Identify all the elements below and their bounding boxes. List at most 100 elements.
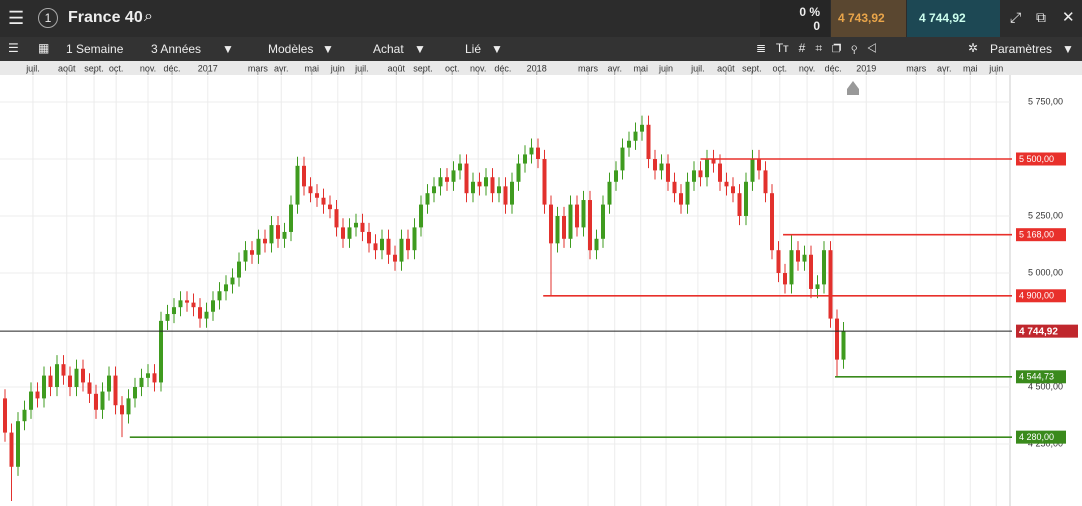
- candle-body: [510, 181, 514, 205]
- candle-body: [653, 158, 657, 171]
- candle-body: [432, 186, 436, 194]
- candle-body: [159, 320, 163, 383]
- candle-body: [575, 204, 579, 228]
- info-icon[interactable]: 1: [38, 8, 58, 28]
- templates-arrow[interactable]: ▼: [322, 42, 334, 56]
- x-tick-label: nov.: [799, 63, 815, 73]
- candle-body: [549, 204, 553, 244]
- candle-body: [750, 158, 755, 182]
- candle-body: [776, 250, 781, 273]
- settings[interactable]: Paramètres: [990, 42, 1053, 56]
- candle-body: [406, 238, 410, 251]
- candle-body: [458, 163, 462, 171]
- x-tick-label: nov.: [140, 63, 156, 73]
- link[interactable]: Lié: [465, 42, 482, 56]
- candle-body: [360, 222, 365, 232]
- tool-icons[interactable]: ≣ Tт # ⌗ ❐ ⚲ ◁: [756, 41, 877, 55]
- x-tick-label: avr.: [937, 63, 952, 73]
- candle-body: [328, 204, 332, 210]
- level-label: 5 500,00: [1019, 154, 1054, 164]
- link-arrow[interactable]: ▼: [491, 42, 503, 56]
- candle-body: [757, 158, 761, 171]
- interval[interactable]: 1 Semaine: [66, 42, 124, 56]
- change-box: 0 % 0: [760, 0, 830, 37]
- y-tick-label: 5 750,00: [1028, 96, 1063, 106]
- x-tick-label: sept.: [413, 63, 433, 73]
- candle-body: [178, 300, 183, 308]
- candle-body: [100, 391, 105, 410]
- x-tick-label: mai: [633, 63, 648, 73]
- candle-body: [250, 250, 254, 255]
- candle-body: [55, 364, 59, 387]
- popout-icon[interactable]: ⧉: [1036, 9, 1046, 25]
- candle-body: [29, 391, 33, 410]
- x-tick-label: déc.: [164, 63, 181, 73]
- search-icon[interactable]: ⌕: [144, 8, 153, 25]
- level-label-box: [1016, 228, 1066, 242]
- candle-body: [61, 364, 66, 376]
- settings-icon[interactable]: ✲: [968, 41, 979, 55]
- buy-button[interactable]: 4 744,92: [907, 0, 1000, 37]
- candle-body: [230, 277, 235, 285]
- y-tick-label: 5 250,00: [1028, 210, 1063, 220]
- x-tick-label: sept.: [742, 63, 762, 73]
- candle-body: [815, 284, 820, 289]
- candle-body: [614, 170, 618, 182]
- candle-body: [607, 181, 612, 205]
- x-tick-label: 2017: [198, 63, 218, 73]
- candle-body: [68, 375, 72, 387]
- candle-body: [289, 204, 293, 232]
- range-arrow[interactable]: ▼: [222, 42, 234, 56]
- templates[interactable]: Modèles: [268, 42, 314, 56]
- menu-icon[interactable]: ☰: [8, 8, 25, 28]
- range[interactable]: 3 Années: [151, 42, 202, 56]
- candle-body: [796, 250, 800, 262]
- candle-body: [737, 193, 742, 216]
- x-tick-label: mars: [906, 63, 926, 73]
- candle-body: [620, 147, 625, 171]
- candle-body: [308, 186, 313, 194]
- x-tick-label: août: [58, 63, 76, 73]
- x-tick-label: déc.: [825, 63, 842, 73]
- expand-icon[interactable]: ⤢: [1010, 9, 1022, 25]
- candle-body: [198, 307, 202, 319]
- candle-body: [425, 193, 430, 205]
- order-arrow[interactable]: ▼: [414, 42, 426, 56]
- top-bar: ☰ 1 France 40 ⌕ 0 % 0 4 743,92 4 744,92 …: [0, 0, 1082, 37]
- candle-body: [724, 181, 729, 187]
- level-label: 4 744,92: [1019, 326, 1058, 337]
- candle-body: [204, 311, 209, 319]
- buy-price: 4 744,92: [919, 11, 966, 25]
- menu-icon[interactable]: ☰: [8, 41, 19, 55]
- candle-body: [451, 170, 456, 182]
- level-label: 4 280,00: [1019, 432, 1054, 442]
- candle-body: [107, 375, 111, 392]
- change: 0 %: [799, 5, 820, 19]
- candle-body: [354, 222, 358, 228]
- level-label: 4 544,73: [1019, 372, 1054, 382]
- level-label-box: [1016, 324, 1078, 338]
- level-label: 5 168,00: [1019, 230, 1054, 240]
- candle-body: [542, 158, 547, 205]
- chart: juil. août sept. oct. nov. déc. 2017 mars avr. ma…: [0, 61, 1082, 506]
- x-tick-label: juin: [658, 63, 673, 73]
- candle-body: [419, 204, 423, 228]
- instrument[interactable]: France 40: [68, 9, 143, 26]
- candle-body: [74, 368, 79, 387]
- candle-body: [87, 382, 92, 394]
- sell-button[interactable]: 4 743,92: [831, 0, 906, 37]
- now-marker: [847, 81, 859, 95]
- x-tick-label: avr.: [607, 63, 622, 73]
- candle-body: [789, 250, 794, 285]
- order[interactable]: Achat: [373, 42, 404, 56]
- x-tick-label: août: [388, 63, 406, 73]
- x-tick-label: août: [717, 63, 735, 73]
- x-tick-label: avr.: [274, 63, 289, 73]
- close-icon[interactable]: ✕: [1062, 9, 1075, 26]
- candle-body: [646, 124, 651, 159]
- x-tick-label: déc.: [494, 63, 511, 73]
- sell-price: 4 743,92: [838, 11, 885, 25]
- layout-icon[interactable]: ▦: [38, 41, 50, 55]
- candle-body: [555, 215, 560, 244]
- settings-arrow[interactable]: ▼: [1062, 42, 1074, 56]
